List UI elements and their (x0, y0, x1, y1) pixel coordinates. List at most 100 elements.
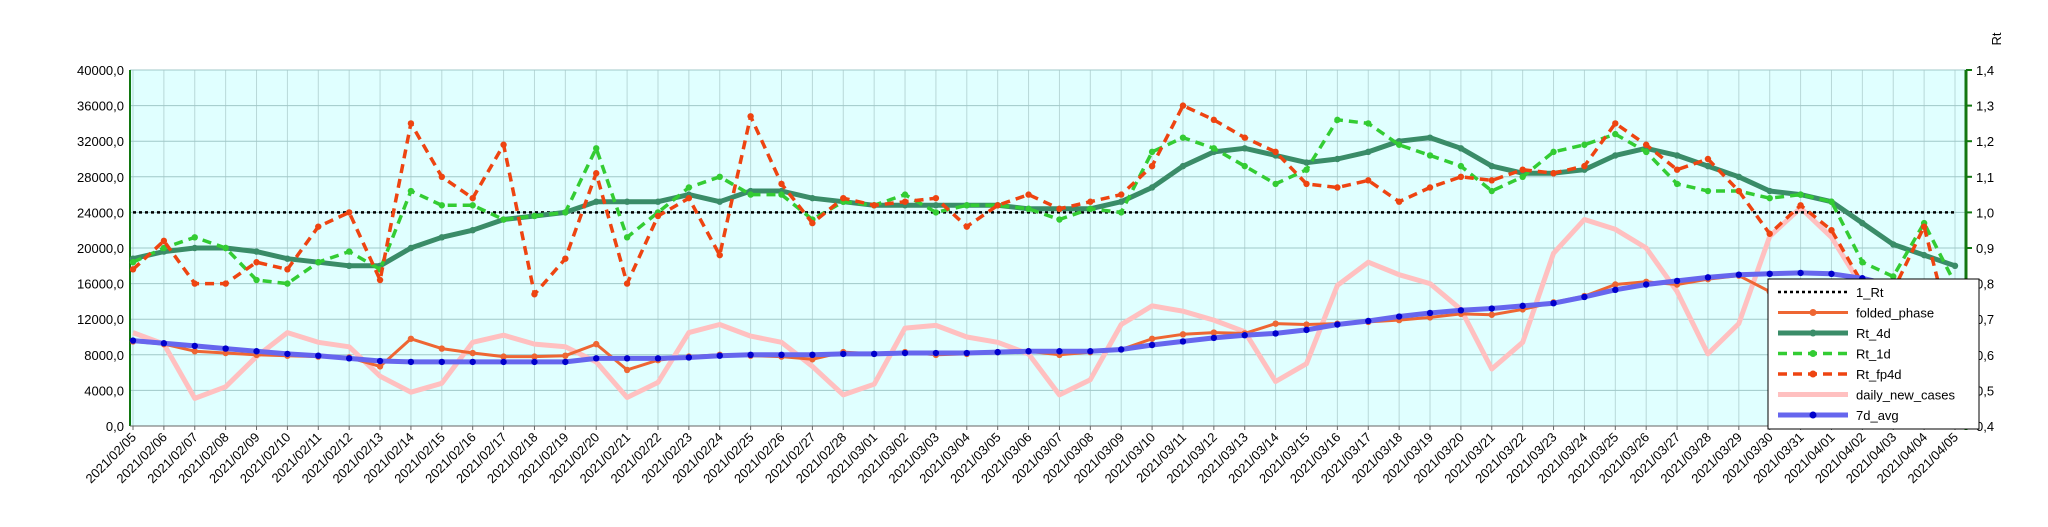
data-point (1859, 219, 1866, 227)
legend-marker (1809, 329, 1817, 337)
data-point (870, 350, 878, 358)
y-tick-label: 8000,0 (84, 348, 124, 363)
data-point (1488, 305, 1495, 312)
data-point (747, 191, 754, 198)
data-point (1951, 262, 1959, 269)
data-point (284, 350, 291, 358)
data-point (1179, 162, 1187, 170)
y2-tick-label: 1,3 (1976, 99, 1994, 114)
y-tick-label: 16000,0 (77, 277, 124, 292)
data-point (716, 198, 723, 205)
data-point (469, 202, 476, 209)
data-point (1426, 309, 1434, 317)
data-point (1673, 152, 1681, 159)
data-point (1334, 184, 1341, 191)
data-point (1118, 209, 1125, 216)
data-point (1704, 274, 1712, 281)
data-point (1581, 141, 1588, 148)
data-point (932, 209, 940, 216)
legend-item: Rt_1d (1778, 347, 1891, 362)
data-point (531, 212, 538, 220)
data-point (901, 198, 909, 205)
y-tick-label: 0,0 (106, 419, 124, 434)
data-point (654, 212, 662, 220)
data-point (1550, 299, 1557, 307)
data-point (1056, 205, 1063, 213)
data-point (1797, 269, 1804, 277)
data-point (345, 355, 353, 362)
data-point (1457, 162, 1465, 170)
y2-tick-label: 0,8 (1976, 277, 1994, 292)
data-point (191, 234, 198, 241)
legend-item: Rt_fp4d (1778, 367, 1902, 382)
data-point (1488, 177, 1495, 184)
data-point (809, 356, 816, 363)
legend-label: Rt_4d (1856, 326, 1891, 341)
data-point (1612, 152, 1619, 159)
data-point (870, 202, 878, 209)
data-point (1118, 346, 1125, 353)
data-point (963, 223, 970, 230)
data-point (1797, 191, 1804, 198)
data-point (222, 280, 229, 287)
data-point (191, 342, 198, 350)
data-point (407, 120, 415, 127)
data-point (1179, 102, 1187, 109)
data-point (1519, 173, 1526, 180)
data-point (1642, 281, 1650, 288)
data-point (1025, 348, 1032, 355)
data-point (1457, 145, 1465, 152)
data-point (191, 348, 198, 355)
series-line (131, 103, 1957, 349)
data-point (1828, 227, 1835, 234)
data-point (994, 202, 1001, 209)
axis-layer: 0,0 4000,0 8000,0 12000,0 16000,0 20000,0 2400… (77, 63, 1994, 486)
data-point (654, 198, 662, 205)
y2-tick-label: 1,2 (1976, 134, 1994, 149)
y2-tick-label: 1,4 (1976, 63, 1994, 78)
y2-tick-label: 0,4 (1976, 419, 1994, 434)
data-point (809, 351, 816, 358)
data-point (1210, 334, 1218, 342)
data-point (129, 259, 137, 266)
data-point (222, 345, 229, 352)
data-point (438, 345, 446, 352)
data-point (778, 351, 785, 358)
y-tick-label: 28000,0 (77, 170, 124, 185)
data-point (1704, 162, 1712, 170)
data-point (1395, 313, 1403, 320)
data-point (1148, 341, 1156, 349)
data-point (1303, 180, 1310, 188)
data-point (1828, 198, 1835, 205)
data-point (1303, 159, 1310, 166)
data-point (500, 353, 507, 360)
data-point (376, 363, 384, 370)
data-point (469, 349, 476, 357)
data-point (1426, 152, 1434, 159)
data-point (222, 349, 229, 357)
data-point (1334, 116, 1341, 124)
data-point (747, 351, 754, 358)
data-point (1241, 134, 1248, 141)
data-point (1272, 330, 1279, 337)
data-point (840, 350, 847, 358)
legend-label: folded_phase (1856, 306, 1934, 321)
data-point (623, 198, 631, 205)
data-point (1766, 230, 1773, 237)
data-point (1179, 331, 1187, 338)
data-point (500, 141, 507, 148)
data-point (562, 358, 569, 366)
data-point (1550, 148, 1557, 156)
data-point (469, 194, 476, 202)
data-point (1365, 120, 1372, 127)
data-point (315, 223, 322, 230)
y-tick-label: 4000,0 (84, 383, 124, 398)
data-point (1797, 202, 1804, 209)
data-point (160, 244, 168, 252)
data-point (1395, 141, 1403, 148)
data-point (593, 145, 600, 152)
y-tick-label: 40000,0 (77, 63, 124, 78)
data-point (1488, 187, 1495, 195)
data-point (932, 349, 940, 357)
